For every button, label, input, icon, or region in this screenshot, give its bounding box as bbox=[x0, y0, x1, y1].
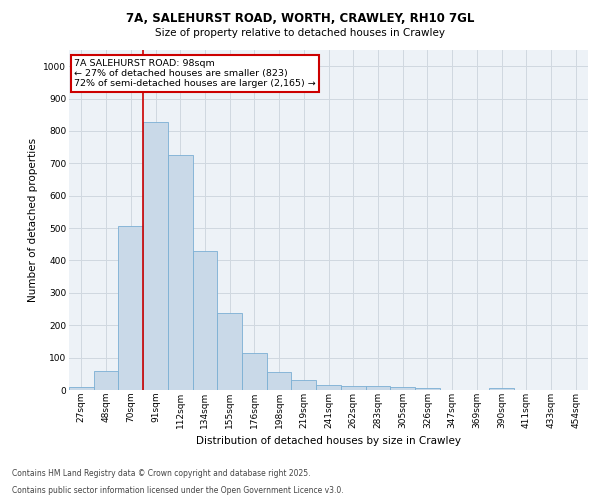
Bar bbox=[168, 154, 193, 390]
Text: Contains HM Land Registry data © Crown copyright and database right 2025.: Contains HM Land Registry data © Crown c… bbox=[12, 468, 311, 477]
Bar bbox=[292, 380, 316, 390]
Bar bbox=[242, 353, 267, 390]
Bar bbox=[118, 226, 143, 390]
Bar bbox=[217, 313, 242, 390]
Text: 7A, SALEHURST ROAD, WORTH, CRAWLEY, RH10 7GL: 7A, SALEHURST ROAD, WORTH, CRAWLEY, RH10… bbox=[126, 12, 474, 26]
Y-axis label: Number of detached properties: Number of detached properties bbox=[28, 138, 38, 302]
Bar bbox=[143, 122, 168, 390]
Bar bbox=[316, 385, 341, 390]
Bar bbox=[193, 252, 217, 390]
Bar bbox=[69, 388, 94, 390]
Bar bbox=[390, 388, 415, 390]
Bar bbox=[489, 388, 514, 390]
Bar bbox=[365, 386, 390, 390]
Text: Size of property relative to detached houses in Crawley: Size of property relative to detached ho… bbox=[155, 28, 445, 38]
Text: Contains public sector information licensed under the Open Government Licence v3: Contains public sector information licen… bbox=[12, 486, 344, 495]
X-axis label: Distribution of detached houses by size in Crawley: Distribution of detached houses by size … bbox=[196, 436, 461, 446]
Bar bbox=[341, 386, 365, 390]
Bar bbox=[267, 372, 292, 390]
Bar bbox=[415, 388, 440, 390]
Text: 7A SALEHURST ROAD: 98sqm
← 27% of detached houses are smaller (823)
72% of semi-: 7A SALEHURST ROAD: 98sqm ← 27% of detach… bbox=[74, 58, 316, 88]
Bar bbox=[94, 370, 118, 390]
